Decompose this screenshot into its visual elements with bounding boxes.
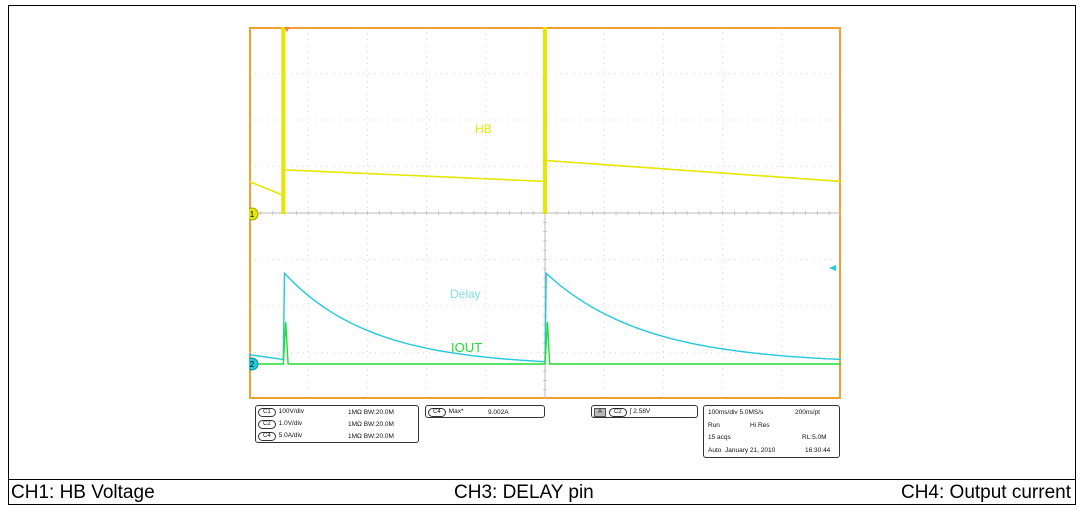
acquisition-state: Run [708, 422, 720, 429]
channel-settings-box: C1 100V/div 1MΩ BW:20.0M C2 1.0V/div 1MΩ B… [255, 405, 419, 443]
traces [249, 27, 841, 365]
record-length: RL:5.0M [802, 434, 827, 441]
trigger-chip: C2 [609, 408, 627, 417]
iout-trace [249, 322, 841, 365]
timebase-box: 100ms/div 5.0MS/s 200ns/pt Run Hi Res 15… [703, 405, 840, 458]
trigger-position-marker [284, 27, 290, 32]
acquisition-count: 15 acqs [708, 434, 731, 441]
channel-scale: 5.0A/div [278, 432, 303, 439]
capture-time: 16:30:44 [805, 447, 831, 454]
trigger-mode: A [594, 408, 607, 417]
hb-trace-label: HB [475, 122, 492, 136]
channel-scale: 1.0V/div [278, 420, 303, 427]
caption-ch1: CH1: HB Voltage [11, 482, 155, 503]
caption-ch3: CH3: DELAY pin [454, 482, 594, 503]
caption-ch4: CH4: Output current [900, 482, 1071, 503]
channel-coupling: 1MΩ [348, 433, 362, 440]
hb-trace [249, 159, 841, 197]
channel-coupling: 1MΩ [348, 409, 362, 416]
channel-bandwidth: BW:20.0M [363, 409, 394, 416]
acquisition-mode: Hi Res [750, 422, 770, 429]
iout-trace-label: IOUT [451, 340, 482, 355]
trigger-level-marker [829, 265, 836, 271]
measurement-chip: C4 [428, 408, 446, 417]
ch1-marker-text: 1 [250, 210, 255, 219]
channel-chip: C1 [258, 408, 276, 417]
channel-chip: C2 [258, 420, 276, 429]
hb-switching-spike [543, 27, 547, 214]
ch1-ground-marker: 1 [249, 207, 259, 221]
channel-scale: 100V/div [278, 408, 304, 415]
delay-trace [249, 271, 841, 363]
measurement-box: C4 Max* 9.002A [425, 405, 545, 418]
figure-frame [8, 5, 1076, 505]
trigger-box: A C2 ∫ 2.58V [591, 405, 698, 418]
trigger-slope-icon: ∫ [629, 408, 632, 415]
ch2-ground-marker: 2 [249, 357, 259, 371]
channel-bandwidth: BW:20.0M [363, 421, 394, 428]
resolution: 200ns/pt [795, 409, 820, 416]
channel-bandwidth: BW:20.0M [363, 433, 394, 440]
channel-chip: C4 [258, 432, 276, 441]
capture-date: January 21, 2010 [725, 447, 776, 454]
trigger-auto-mode: Auto [708, 447, 722, 454]
channel-coupling: 1MΩ [348, 421, 362, 428]
timebase: 100ms/div [708, 409, 738, 416]
measurement-value: 9.002A [488, 409, 509, 416]
oscilloscope-plot: HB Delay IOUT 1 2 [249, 27, 841, 399]
delay-trace-label: Delay [450, 287, 481, 301]
sample-rate: 5.0MS/s [739, 409, 764, 416]
figure-caption: CH1: HB Voltage CH3: DELAY pin CH4: Outp… [9, 479, 1075, 505]
trigger-level: 2.58V [633, 408, 651, 415]
measurement-label: Max* [448, 408, 464, 415]
hb-switching-spike [281, 27, 286, 214]
ch2-marker-text: 2 [250, 360, 255, 369]
